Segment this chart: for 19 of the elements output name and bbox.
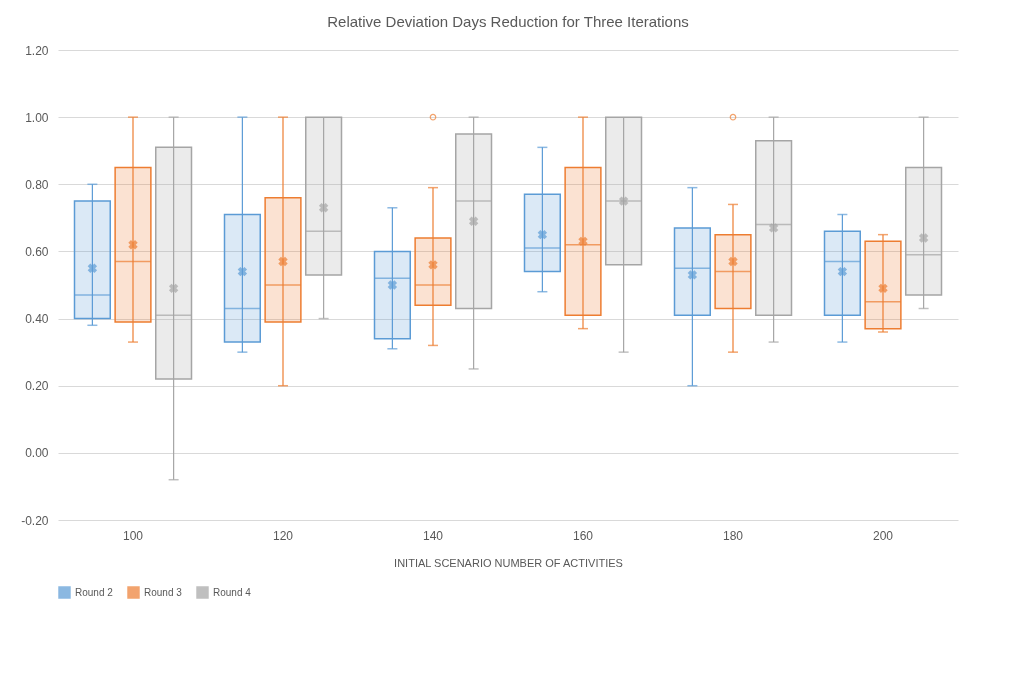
- x-tick-label: 140: [422, 528, 444, 543]
- legend-label: Round 2: [75, 586, 114, 598]
- y-tick-label: 0.80: [25, 177, 49, 192]
- x-tick-label: 180: [722, 528, 744, 543]
- y-tick-label: 0.00: [25, 446, 49, 461]
- x-tick-label: 160: [572, 528, 594, 543]
- y-tick-label: 1.00: [25, 110, 49, 125]
- x-axis-title: INITIAL SCENARIO NUMBER OF ACTIVITIES: [394, 556, 623, 569]
- y-tick-label: 0.40: [25, 312, 49, 327]
- legend-label: Round 4: [213, 586, 252, 598]
- legend-label: Round 3: [144, 586, 183, 598]
- x-tick-label: 100: [122, 528, 144, 543]
- y-tick-label: 0.20: [25, 379, 49, 394]
- x-tick-label: 200: [872, 528, 894, 543]
- chart-title: Relative Deviation Days Reduction for Three Iterations: [327, 13, 689, 30]
- y-tick-label: -0.20: [21, 513, 49, 528]
- y-tick-label: 0.60: [25, 244, 49, 259]
- y-tick-label: 1.20: [25, 43, 49, 58]
- x-tick-label: 120: [272, 528, 294, 543]
